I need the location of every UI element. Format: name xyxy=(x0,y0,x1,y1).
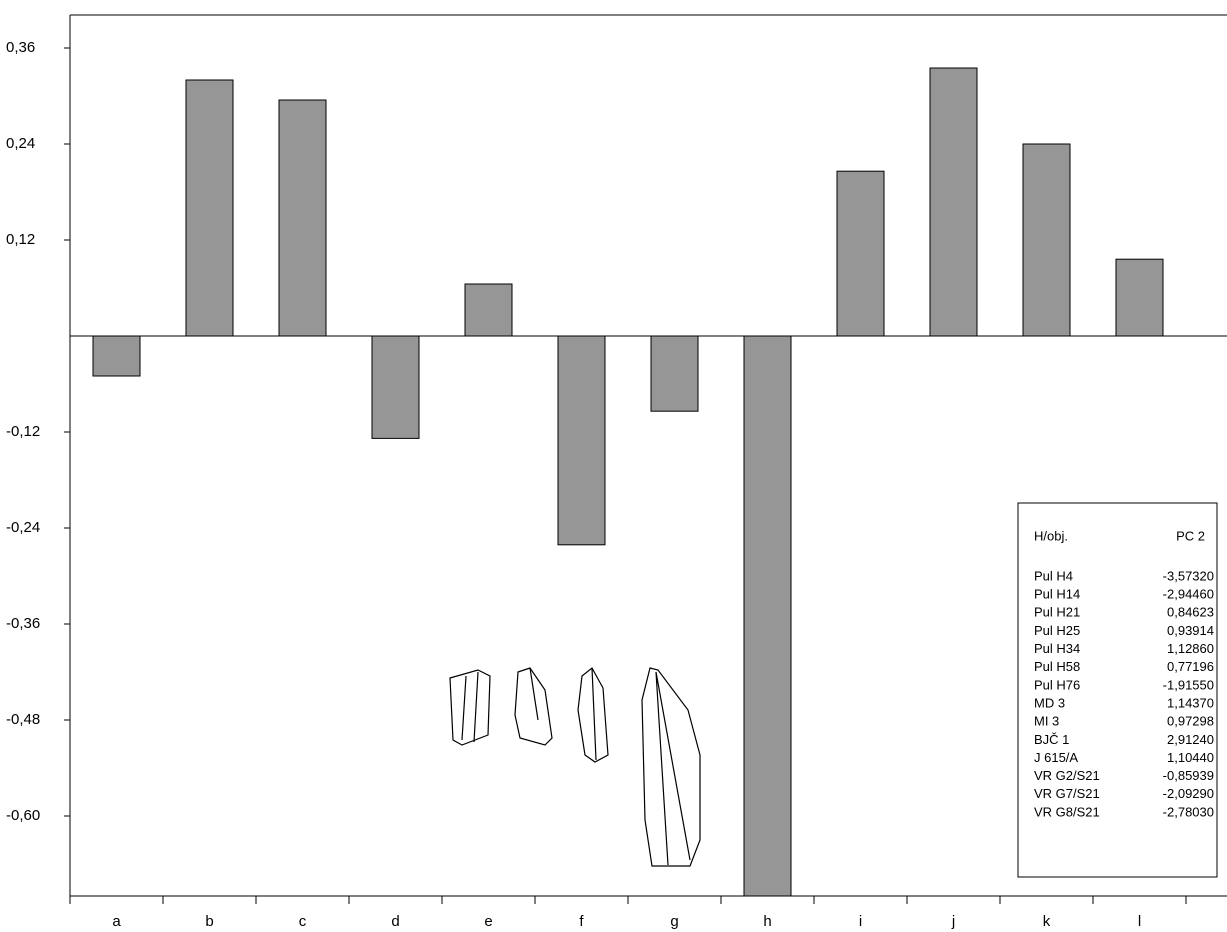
x-tick-label: i xyxy=(859,913,862,930)
table-cell: 0,97298 xyxy=(1167,714,1214,729)
bar xyxy=(557,335,606,546)
bar xyxy=(371,335,420,439)
table-cell: -0,85939 xyxy=(1163,768,1214,783)
table-cell: MI 3 xyxy=(1034,714,1059,729)
bar xyxy=(743,335,792,897)
table-cell: -2,09290 xyxy=(1163,786,1214,801)
table-cell: Pul H21 xyxy=(1034,605,1080,620)
table-cell: -3,57320 xyxy=(1163,568,1214,583)
bar xyxy=(836,170,885,337)
y-tick-label: 0,24 xyxy=(6,135,35,152)
x-tick-label: l xyxy=(1138,913,1141,930)
table-cell: VR G2/S21 xyxy=(1034,768,1100,783)
table-header: PC 2 xyxy=(1176,528,1205,543)
bar xyxy=(185,79,234,337)
y-tick-label: -0,48 xyxy=(6,711,40,728)
x-tick-label: d xyxy=(391,913,399,930)
table-cell: -1,91550 xyxy=(1163,677,1214,692)
table-cell: Pul H25 xyxy=(1034,623,1080,638)
table-cell: 0,77196 xyxy=(1167,659,1214,674)
y-tick-label: -0,36 xyxy=(6,615,40,632)
x-tick-label: j xyxy=(951,913,955,930)
table-cell: -2,78030 xyxy=(1163,804,1214,819)
x-tick-label: h xyxy=(763,913,771,930)
table-cell: Pul H58 xyxy=(1034,659,1080,674)
table-cell: MD 3 xyxy=(1034,695,1065,710)
bar xyxy=(464,283,513,337)
y-tick-label: -0,12 xyxy=(6,423,40,440)
table-cell: Pul H14 xyxy=(1034,587,1080,602)
artifact-drawings xyxy=(449,667,701,867)
table-cell: 2,91240 xyxy=(1167,732,1214,747)
x-tick-label: c xyxy=(299,913,307,930)
inset-table: H/obj. PC 2 Pul H4 -3,57320 Pul H14 -2,94460 P… xyxy=(1017,502,1218,878)
table-box xyxy=(1017,502,1218,878)
table-cell: 0,93914 xyxy=(1167,623,1214,638)
x-tick-label: k xyxy=(1043,913,1051,930)
table-cell: BJČ 1 xyxy=(1034,732,1069,747)
x-tick-label: a xyxy=(112,913,121,930)
bar xyxy=(278,99,327,337)
y-tick-label: 0,12 xyxy=(6,231,35,248)
bar xyxy=(650,335,699,412)
table-cell: VR G7/S21 xyxy=(1034,786,1100,801)
bar xyxy=(929,67,978,337)
table-cell: 1,10440 xyxy=(1167,750,1214,765)
table-cell: Pul H76 xyxy=(1034,677,1080,692)
table-header: H/obj. xyxy=(1034,528,1068,543)
y-tick-label: 0,36 xyxy=(6,39,35,56)
table-cell: J 615/A xyxy=(1034,750,1078,765)
bar xyxy=(92,335,141,377)
table-cell: Pul H34 xyxy=(1034,641,1080,656)
x-tick-label: b xyxy=(205,913,213,930)
x-tick-label: e xyxy=(484,913,492,930)
table-cell: Pul H4 xyxy=(1034,568,1073,583)
bar xyxy=(1115,258,1164,337)
table-cell: 1,12860 xyxy=(1167,641,1214,656)
x-tick-label: f xyxy=(579,913,584,930)
table-cell: VR G8/S21 xyxy=(1034,804,1100,819)
bar xyxy=(1022,143,1071,337)
y-tick-label: -0,60 xyxy=(6,807,40,824)
x-tick-label: g xyxy=(670,913,678,930)
table-cell: 1,14370 xyxy=(1167,695,1214,710)
table-cell: -2,94460 xyxy=(1163,587,1214,602)
y-tick-label: -0,24 xyxy=(6,519,40,536)
table-cell: 0,84623 xyxy=(1167,605,1214,620)
